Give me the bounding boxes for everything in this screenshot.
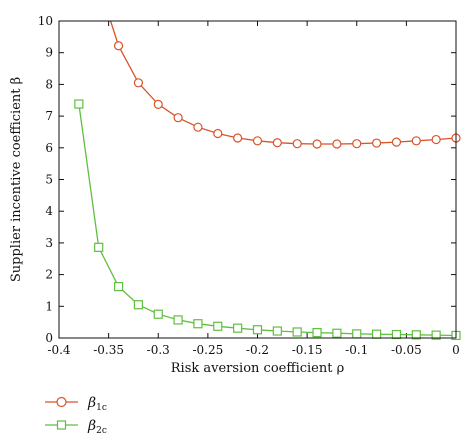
data-point-1c: [153, 99, 163, 109]
data-point-1c: [173, 113, 183, 123]
legend-item-2c: β2c: [45, 418, 107, 436]
y-tick-label: 4: [45, 204, 53, 218]
data-point-1c: [252, 136, 263, 146]
legend-marker: [56, 420, 67, 430]
data-point-2c: [233, 323, 243, 333]
data-point-1c: [352, 139, 362, 149]
data-point-2c: [312, 328, 322, 338]
y-axis-label: Supplier incentive coefficient β: [9, 77, 24, 282]
data-point-2c: [193, 319, 203, 329]
data-point-1c: [411, 136, 421, 146]
y-tick-label: 5: [45, 173, 53, 187]
x-axis-label: Risk aversion coefficient ρ: [171, 361, 345, 376]
legend-item-1c: β1c: [45, 395, 107, 413]
data-point-2c: [352, 329, 362, 339]
x-tick-label: -0.1: [345, 343, 368, 357]
data-point-2c: [213, 321, 223, 331]
data-point-2c: [272, 326, 282, 336]
x-tick-label: -0.05: [391, 343, 422, 357]
x-tick-label: -0.4: [47, 343, 71, 357]
data-point-1c: [391, 137, 402, 147]
data-point-1c: [292, 139, 302, 149]
data-point-2c: [431, 330, 441, 340]
legend-label: β2c: [87, 418, 107, 436]
data-point-2c: [292, 327, 302, 337]
data-point-2c: [74, 99, 84, 109]
data-point-1c: [233, 133, 243, 143]
data-point-2c: [173, 315, 183, 325]
series-1c: [109, 20, 461, 149]
data-point-2c: [94, 242, 104, 252]
data-point-1c: [372, 138, 382, 148]
legend-marker: [56, 396, 67, 408]
y-tick-label: 0: [45, 331, 53, 345]
data-point-2c: [252, 325, 263, 335]
y-tick-label: 6: [45, 141, 53, 155]
data-point-1c: [312, 139, 322, 149]
y-tick-label: 2: [45, 268, 53, 282]
x-tick-label: -0.15: [292, 343, 323, 357]
series-layer: [74, 20, 461, 341]
data-point-2c: [133, 300, 143, 310]
y-tick-label: 7: [45, 109, 53, 123]
data-point-2c: [391, 329, 402, 340]
data-point-1c: [272, 138, 282, 148]
y-tick-label: 1: [45, 299, 53, 313]
data-point-2c: [411, 330, 421, 340]
x-tick-label: 0: [452, 343, 460, 357]
data-point-1c: [213, 128, 223, 139]
x-tick-label: -0.3: [147, 343, 170, 357]
data-point-2c: [372, 329, 382, 339]
y-tick-label: 8: [45, 77, 53, 91]
y-tick-label: 10: [38, 14, 53, 28]
x-tick-label: -0.2: [246, 343, 269, 357]
x-tick-label: -0.25: [192, 343, 223, 357]
data-point-2c: [113, 282, 124, 292]
y-tick-label: 3: [45, 236, 53, 250]
data-point-2c: [332, 328, 342, 338]
series-2c: [74, 99, 461, 341]
data-point-1c: [431, 134, 441, 145]
series-line-1c: [109, 20, 457, 145]
data-point-1c: [133, 78, 143, 88]
data-point-2c: [153, 309, 163, 319]
x-tick-label: -0.35: [93, 343, 124, 357]
data-point-1c: [193, 122, 203, 132]
tick-labels: -0.4 -0.35 -0.3 -0.25 -0.2 -0.15 -0.1 -0.05 0 0 1 2…: [38, 14, 460, 357]
plot-frame: [58, 20, 457, 339]
legend-label: β1c: [87, 395, 107, 413]
data-point-1c: [113, 41, 124, 51]
data-point-1c: [332, 139, 342, 149]
y-tick-label: 9: [45, 46, 53, 60]
